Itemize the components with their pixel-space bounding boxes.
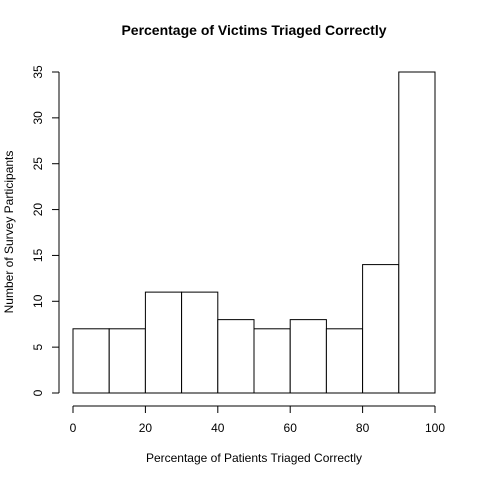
x-tick-label-4: 80 [356, 421, 370, 435]
y-tick-label-7: 35 [31, 65, 45, 79]
histogram-bar-8 [362, 264, 400, 394]
y-tick-label-6: 30 [31, 111, 45, 125]
x-tick-label-3: 60 [284, 421, 298, 435]
histogram-bar-0 [72, 328, 110, 394]
bars-layer [72, 71, 436, 394]
y-axis: 0 5 10 15 20 25 30 35 [31, 65, 60, 396]
x-tick-label-1: 20 [139, 421, 153, 435]
histogram-bar-7 [325, 328, 364, 394]
x-axis-label: Percentage of Patients Triaged Correctly [146, 451, 362, 465]
y-tick-label-2: 10 [31, 294, 45, 308]
y-tick-label-0: 0 [31, 389, 45, 396]
y-tick-label-5: 25 [31, 157, 45, 171]
histogram-bar-2 [144, 291, 183, 394]
x-tick-label-0: 0 [70, 421, 77, 435]
x-tick-label-5: 100 [425, 421, 445, 435]
histogram-bar-5 [253, 328, 291, 394]
histogram-bar-4 [217, 319, 255, 394]
histogram-bar-6 [289, 319, 327, 394]
histogram-bar-9 [398, 71, 436, 394]
x-axis: 0 20 40 60 80 100 [70, 405, 445, 435]
histogram-bar-1 [108, 328, 146, 394]
chart-title: Percentage of Victims Triaged Correctly [121, 22, 386, 38]
histogram-bar-3 [181, 291, 219, 394]
y-tick-label-3: 15 [31, 248, 45, 262]
y-tick-label-4: 20 [31, 203, 45, 217]
y-axis-label: Number of Survey Participants [2, 151, 16, 314]
x-tick-label-2: 40 [211, 421, 225, 435]
y-tick-label-1: 5 [31, 343, 45, 350]
